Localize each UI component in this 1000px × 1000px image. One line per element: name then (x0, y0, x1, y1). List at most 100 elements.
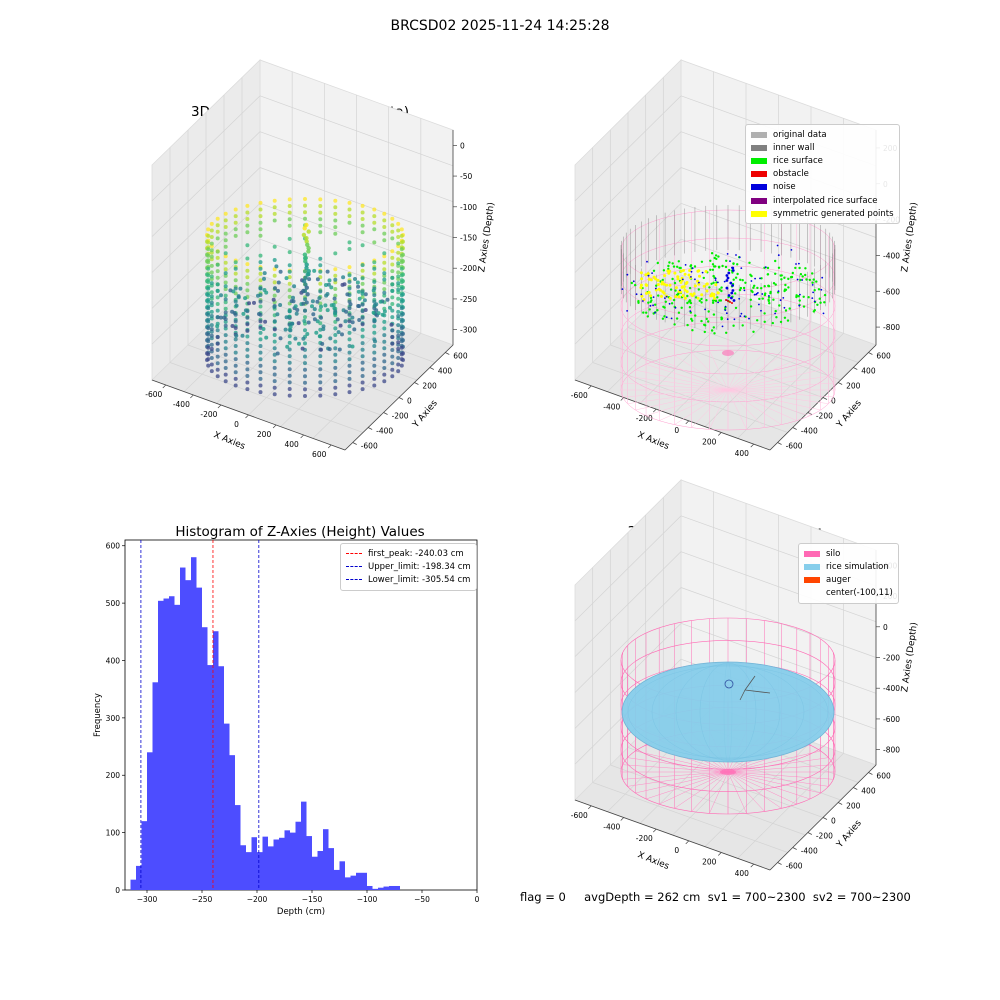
raw-point (206, 233, 211, 238)
raw-point (303, 387, 307, 392)
raw-y-tick-mark (445, 352, 450, 355)
raw-point (312, 317, 317, 322)
classify-noise-point (723, 280, 726, 283)
raw-point (396, 235, 401, 239)
raw-point (262, 276, 266, 281)
raw-point (389, 322, 394, 327)
raw-point (287, 387, 292, 391)
classify-noise-point (729, 260, 731, 262)
classify-rice-point (724, 265, 728, 269)
raw-point (233, 350, 238, 355)
classify-rice-point (713, 332, 716, 335)
classify-rice-point (697, 288, 700, 291)
classify-symmetric-point (649, 278, 653, 282)
classify-rice-point (795, 295, 798, 299)
raw-point (236, 295, 241, 300)
classify-symmetric-point (716, 291, 720, 295)
classify-silo-floor (622, 382, 729, 391)
histogram-bar (136, 865, 142, 890)
raw-point (302, 252, 308, 257)
legend-label: center(-100,11) (826, 588, 893, 599)
classify-rice-point (750, 274, 753, 278)
raw-point (350, 315, 355, 320)
raw-point (333, 385, 338, 390)
classify-noise-point (730, 291, 734, 295)
raw-point (222, 315, 227, 320)
raw-point (272, 305, 277, 309)
raw-point (333, 225, 338, 230)
raw-point (333, 211, 338, 216)
raw-grid (259, 95, 454, 167)
raw-point (303, 374, 307, 379)
classify-silo-floor (645, 364, 729, 391)
classify-noise-point (757, 292, 759, 294)
raw-point (399, 253, 404, 258)
classify-noise-point (731, 269, 735, 272)
raw-point (233, 227, 238, 232)
classify-rice-point (818, 297, 821, 300)
raw-point (390, 341, 395, 346)
raw-point (332, 306, 337, 311)
raw-point (209, 248, 214, 253)
classify-rice-point (712, 281, 715, 284)
classify-symmetric-point (697, 269, 701, 273)
classify-rice-point (637, 300, 640, 303)
sim-z-tick-label: -200 (883, 654, 900, 663)
raw-point (287, 360, 292, 365)
histogram-bar (147, 752, 153, 890)
classify-silo-floor (727, 382, 834, 391)
raw-point (382, 379, 387, 384)
classify-obstacle-point (727, 300, 729, 302)
raw-point (399, 299, 404, 304)
raw-point (287, 309, 292, 314)
raw-point (315, 319, 320, 324)
raw-point (209, 369, 214, 374)
classify-symmetric-point (713, 296, 716, 300)
classify-rice-point (717, 266, 721, 269)
classify-noise-point (684, 264, 687, 266)
raw-point (215, 269, 220, 274)
classify-y-tick-mark (853, 367, 858, 370)
raw-point (258, 357, 263, 362)
raw-y-tick-label: 400 (438, 367, 453, 376)
raw-point (245, 230, 250, 235)
raw-point (382, 277, 387, 282)
classify-rice-point (742, 286, 746, 290)
classify-rice-point (709, 268, 712, 271)
classify-rice-point (823, 301, 826, 304)
classify-noise-point (674, 306, 677, 309)
raw-point (382, 290, 387, 295)
raw-point (258, 337, 263, 342)
raw-point (347, 220, 352, 225)
classify-noise-point (698, 281, 700, 284)
histogram-bar (317, 850, 323, 890)
classify-noise-point (750, 280, 753, 282)
classify-symmetric-point (665, 283, 669, 287)
raw-point (307, 277, 312, 282)
raw-point (390, 255, 395, 260)
raw-z-tick-label: -50 (460, 172, 472, 181)
raw-point (360, 387, 365, 392)
raw-point (333, 372, 338, 377)
histogram-y-tick-label: 500 (106, 599, 121, 608)
classify-rice-point (714, 254, 718, 257)
classify-rice-point (655, 284, 658, 287)
histogram-y-tick-label: 0 (115, 886, 120, 895)
classify-silo-floor (635, 389, 729, 411)
histogram-title: Histogram of Z-Axies (Height) Values (175, 524, 425, 540)
classify-symmetric-point (680, 285, 684, 289)
raw-point (382, 267, 387, 272)
histogram-x-tick-label: −150 (302, 895, 323, 904)
raw-point (233, 326, 238, 330)
histogram-bar (273, 839, 279, 890)
raw-point (209, 228, 214, 233)
raw-point (333, 392, 338, 397)
sim-rice-mesh (699, 662, 757, 762)
raw-point (371, 310, 376, 315)
raw-point (371, 288, 376, 293)
raw-point (303, 275, 308, 280)
classify-symmetric-point (660, 294, 663, 298)
raw-point (272, 211, 277, 216)
raw-point (306, 229, 311, 234)
